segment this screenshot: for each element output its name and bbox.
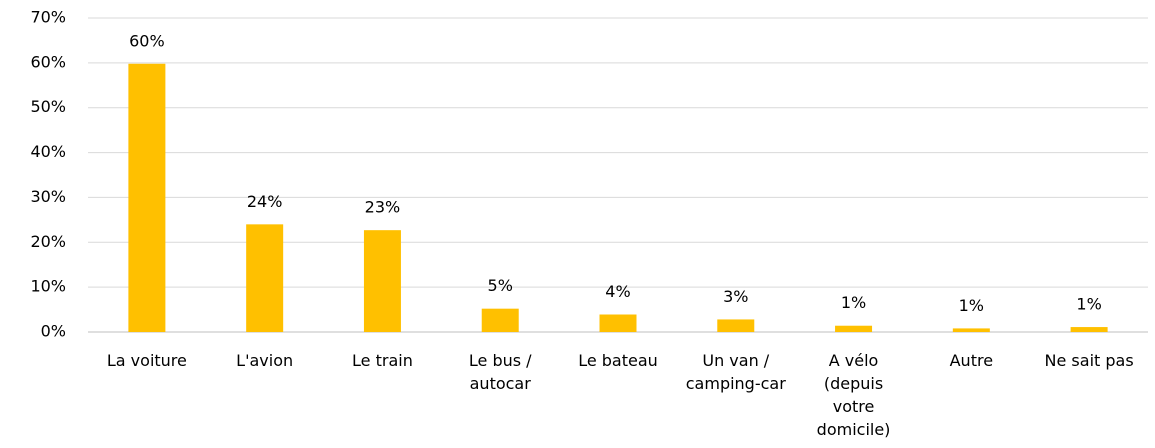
y-tick-label: 50%: [30, 97, 66, 116]
data-label: 1%: [841, 293, 866, 312]
y-tick-label: 40%: [30, 142, 66, 161]
x-tick-label: Un van / camping-car: [686, 351, 786, 393]
x-tick-label: A vélo (depuis votre domicile): [817, 351, 891, 439]
data-label: 3%: [723, 287, 748, 306]
data-label: 5%: [488, 276, 513, 295]
y-tick-label: 20%: [30, 232, 66, 251]
bar: [599, 314, 637, 332]
y-tick-label: 70%: [30, 8, 66, 27]
bar: [1070, 327, 1108, 332]
x-tick-label: Le bus / autocar: [469, 351, 532, 393]
data-label: 4%: [605, 282, 630, 301]
data-label: 1%: [1076, 295, 1101, 314]
x-tick-label: Le train: [352, 351, 413, 370]
bar: [717, 319, 755, 332]
bar: [128, 63, 166, 333]
data-label: 60%: [129, 31, 165, 50]
x-tick-label: Le bateau: [578, 351, 658, 370]
bar: [835, 325, 873, 332]
data-label: 23%: [365, 198, 401, 217]
bar: [363, 230, 401, 332]
bar: [246, 224, 284, 332]
data-label: 24%: [247, 192, 283, 211]
x-tick-label: L'avion: [236, 351, 293, 370]
x-tick-label: Ne sait pas: [1045, 351, 1134, 370]
y-tick-label: 0%: [41, 322, 66, 341]
x-tick-label: Autre: [950, 351, 993, 370]
y-tick-label: 30%: [30, 187, 66, 206]
bar: [952, 328, 990, 332]
y-tick-label: 60%: [30, 52, 66, 71]
data-label: 1%: [959, 296, 984, 315]
bar: [481, 308, 519, 332]
x-tick-label: La voiture: [107, 351, 187, 370]
y-tick-label: 10%: [30, 277, 66, 296]
